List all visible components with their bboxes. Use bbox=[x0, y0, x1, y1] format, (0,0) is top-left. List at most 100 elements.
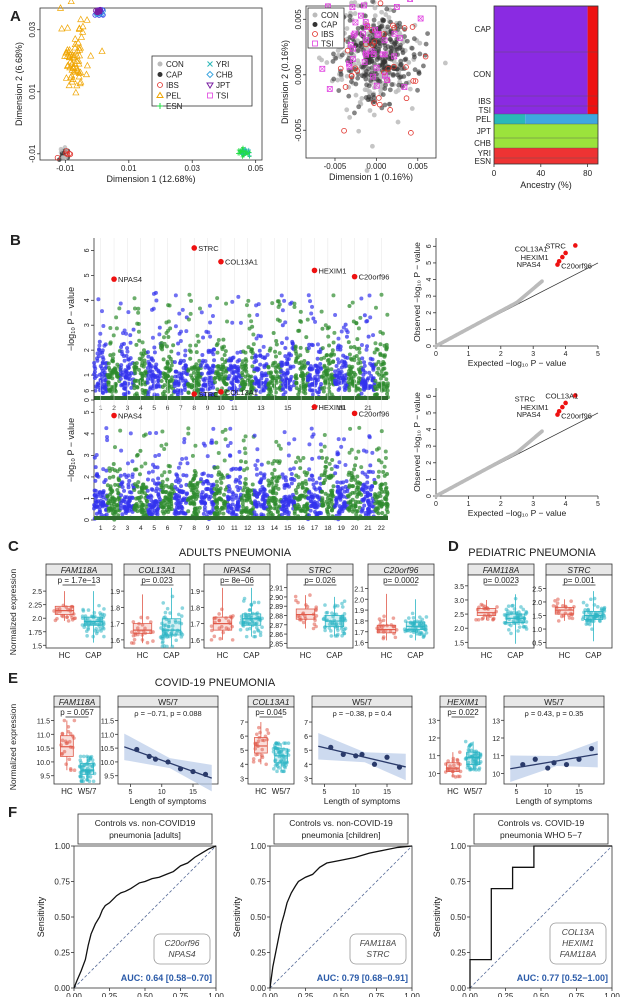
manhattan-1-snp bbox=[210, 313, 215, 318]
manhattan-1-snp bbox=[169, 363, 174, 368]
manhattan-2-snp bbox=[219, 480, 224, 485]
adult-NPAS4-point bbox=[252, 634, 256, 639]
pel-point bbox=[73, 81, 81, 89]
manhattan-2-snp bbox=[300, 482, 305, 487]
manhattan-2-snp bbox=[178, 461, 183, 466]
manhattan-1-snp bbox=[223, 359, 228, 364]
ibs-point bbox=[63, 150, 69, 156]
manhattan-2-snp bbox=[298, 458, 303, 463]
manhattan-1-snp bbox=[303, 391, 308, 396]
qq-1-gene-label: NPAS4 bbox=[517, 260, 541, 269]
chromosome-label: 10 bbox=[217, 525, 225, 532]
manhattan-2-snp bbox=[179, 484, 184, 489]
manhattan-1-snp bbox=[162, 383, 167, 388]
manhattan-2-snp bbox=[159, 473, 164, 478]
adult-COL13A1-point bbox=[161, 601, 166, 605]
manhattan-1-snp bbox=[378, 342, 383, 347]
manhattan-2-snp bbox=[307, 467, 312, 472]
manhattan-1-gene-label: NPAS4 bbox=[118, 275, 142, 284]
manhattan-1-snp bbox=[319, 366, 324, 371]
pel-point bbox=[75, 51, 84, 59]
manhattan-1-snp bbox=[203, 359, 208, 364]
manhattan-2-snp bbox=[168, 492, 173, 497]
tsi-point bbox=[391, 53, 397, 60]
pel-point bbox=[83, 16, 91, 23]
manhattan-1-snp bbox=[336, 374, 341, 379]
ancestry-bar bbox=[494, 96, 588, 106]
con-point bbox=[352, 11, 358, 16]
tsi-point bbox=[346, 60, 352, 67]
manhattan-2-snp bbox=[202, 495, 207, 500]
manhattan-1-snp bbox=[344, 334, 349, 339]
manhattan-1-snp bbox=[366, 334, 371, 339]
manhattan-1-snp bbox=[280, 340, 285, 345]
adult-NPAS4-point bbox=[245, 627, 249, 632]
manhattan-2-snp bbox=[118, 473, 123, 478]
manhattan-1-snp bbox=[382, 381, 387, 386]
esn-point bbox=[241, 149, 246, 154]
manhattan-2-snp bbox=[160, 479, 165, 484]
manhattan-2-snp bbox=[130, 459, 135, 464]
adult-FAM118A-point bbox=[86, 608, 91, 612]
manhattan-2-snp bbox=[132, 506, 137, 511]
manhattan-1-snp bbox=[187, 292, 192, 297]
adult-COL13A1-point bbox=[165, 606, 170, 611]
manhattan-1-snp bbox=[166, 319, 171, 324]
tsi-point bbox=[381, 51, 388, 58]
manhattan-2-gene-label: C20orf96 bbox=[359, 409, 390, 418]
manhattan-2-snp bbox=[311, 482, 316, 487]
con-point bbox=[372, 13, 378, 19]
manhattan-1-snp bbox=[336, 336, 341, 341]
manhattan-1-snp bbox=[152, 350, 157, 355]
adult-NPAS4-point bbox=[252, 600, 257, 605]
manhattan-1-snp bbox=[212, 376, 217, 381]
manhattan-1-snp bbox=[113, 384, 118, 389]
manhattan-1-snp bbox=[100, 361, 105, 366]
chromosome-label: 16 bbox=[298, 525, 306, 532]
manhattan-1-snp bbox=[129, 385, 134, 390]
y-tick-label: -0.01 bbox=[28, 144, 37, 163]
manhattan-1-snp bbox=[168, 367, 173, 372]
manhattan-2-snp bbox=[214, 479, 219, 484]
legend-label: CAP bbox=[321, 21, 337, 30]
adult-COL13A1-point bbox=[179, 635, 184, 639]
adult-STRC-point bbox=[335, 634, 339, 638]
manhattan-1-snp bbox=[302, 359, 307, 364]
manhattan-1-snp bbox=[330, 348, 335, 353]
cap-point bbox=[409, 45, 415, 51]
manhattan-2-snp bbox=[308, 508, 313, 513]
manhattan-1-snp bbox=[95, 351, 100, 356]
manhattan-2-snp bbox=[101, 467, 106, 472]
cap-point bbox=[331, 76, 337, 82]
manhattan-1-snp bbox=[147, 363, 152, 368]
ancestry-bar bbox=[525, 114, 598, 124]
manhattan-1-snp bbox=[315, 368, 320, 373]
manhattan-2-snp bbox=[337, 512, 342, 517]
manhattan-1-snp bbox=[283, 375, 288, 380]
y-tick-label: 6 bbox=[426, 394, 433, 398]
pel-point bbox=[82, 70, 91, 78]
legend-label: TSI bbox=[216, 92, 228, 101]
manhattan-1-snp bbox=[186, 390, 191, 395]
adult-STRC-point bbox=[325, 610, 330, 615]
manhattan-1-snp bbox=[378, 330, 383, 335]
cap-point bbox=[398, 58, 404, 64]
manhattan-1-snp bbox=[380, 362, 385, 367]
manhattan-1-snp bbox=[232, 374, 237, 379]
y-tick-label: 0.03 bbox=[28, 21, 37, 37]
manhattan-1-snp bbox=[215, 350, 220, 355]
manhattan-1-snp bbox=[228, 358, 233, 363]
manhattan-2-snp bbox=[192, 510, 197, 515]
manhattan-1-snp bbox=[140, 340, 145, 345]
cap-point bbox=[366, 57, 372, 63]
manhattan-2-snp bbox=[245, 486, 250, 491]
cap-point bbox=[381, 17, 387, 23]
con-point bbox=[372, 5, 378, 11]
manhattan-1-snp bbox=[151, 306, 156, 311]
manhattan-2-snp bbox=[254, 490, 259, 495]
panel-letter-c: C bbox=[8, 538, 19, 555]
manhattan-1-snp bbox=[169, 375, 174, 380]
manhattan-2-snp bbox=[313, 504, 318, 509]
manhattan-2-snp bbox=[105, 434, 110, 439]
manhattan-2-snp bbox=[303, 479, 308, 484]
